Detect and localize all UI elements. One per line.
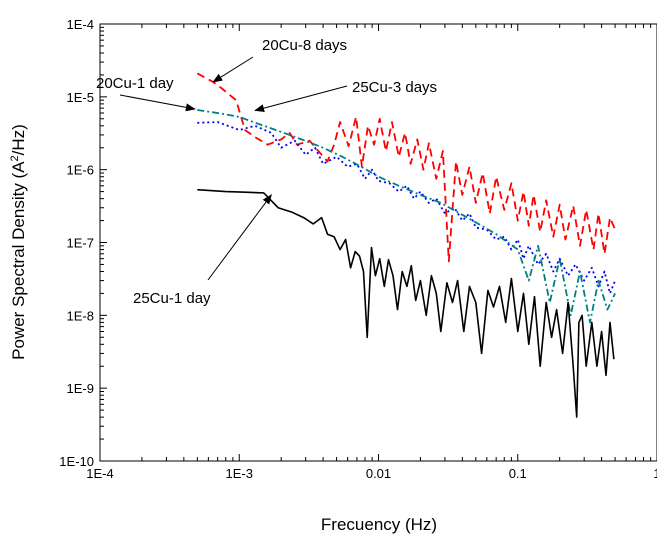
series-25cu-3-days <box>197 121 616 295</box>
x-tick-label: 1 <box>653 466 657 481</box>
x-tick-label: 1E-3 <box>226 466 253 481</box>
annotation-arrow-20cu-8-days <box>212 56 254 83</box>
y-tick-label: 1E-5 <box>67 90 94 105</box>
y-axis-title: Power Spectral Density (A2/Hz) <box>9 124 28 360</box>
series-20cu-8-days <box>196 72 616 263</box>
annotation-20cu-8-days: 20Cu-8 days <box>262 37 347 54</box>
annotation-20cu-1-day: 20Cu-1 day <box>96 75 174 92</box>
series-25cu-1-day <box>197 188 615 418</box>
annotation-arrow-25cu-1-day <box>207 194 272 281</box>
x-axis-title: Frecuency (Hz) <box>321 515 437 534</box>
x-tick-label: 1E-4 <box>86 466 113 481</box>
y-tick-label: 1E-10 <box>59 454 94 469</box>
x-tick-label: 0.01 <box>366 466 391 481</box>
y-axis-title-base: Power Spectral Density (A <box>9 161 28 360</box>
annotation-arrow-25cu-3-days <box>254 85 348 113</box>
y-tick-label: 1E-6 <box>67 163 94 178</box>
y-axis-title-sup: 2 <box>9 155 21 161</box>
x-tick-label: 0.1 <box>509 466 527 481</box>
annotation-layer: 20Cu-8 days 20Cu-1 day 25Cu-3 days 25Cu-1 d… <box>96 37 437 307</box>
annotation-25cu-3-days: 25Cu-3 days <box>352 79 437 96</box>
y-tick-label: 1E-9 <box>67 381 94 396</box>
series-layer <box>196 72 616 418</box>
y-tick-label: 1E-8 <box>67 308 94 323</box>
tick-layer: 1E-4 1E-3 0.01 0.1 1 1E-10 1E-9 1E-8 1E-7 1E-6 1E-… <box>59 17 657 481</box>
series-20cu-1-day <box>197 109 616 324</box>
y-tick-label: 1E-4 <box>67 17 94 32</box>
y-tick-label: 1E-7 <box>67 236 94 251</box>
annotation-arrow-20cu-1-day <box>119 94 196 112</box>
annotation-25cu-1-day: 25Cu-1 day <box>133 290 211 307</box>
y-axis-title-tail: /Hz) <box>9 124 28 155</box>
